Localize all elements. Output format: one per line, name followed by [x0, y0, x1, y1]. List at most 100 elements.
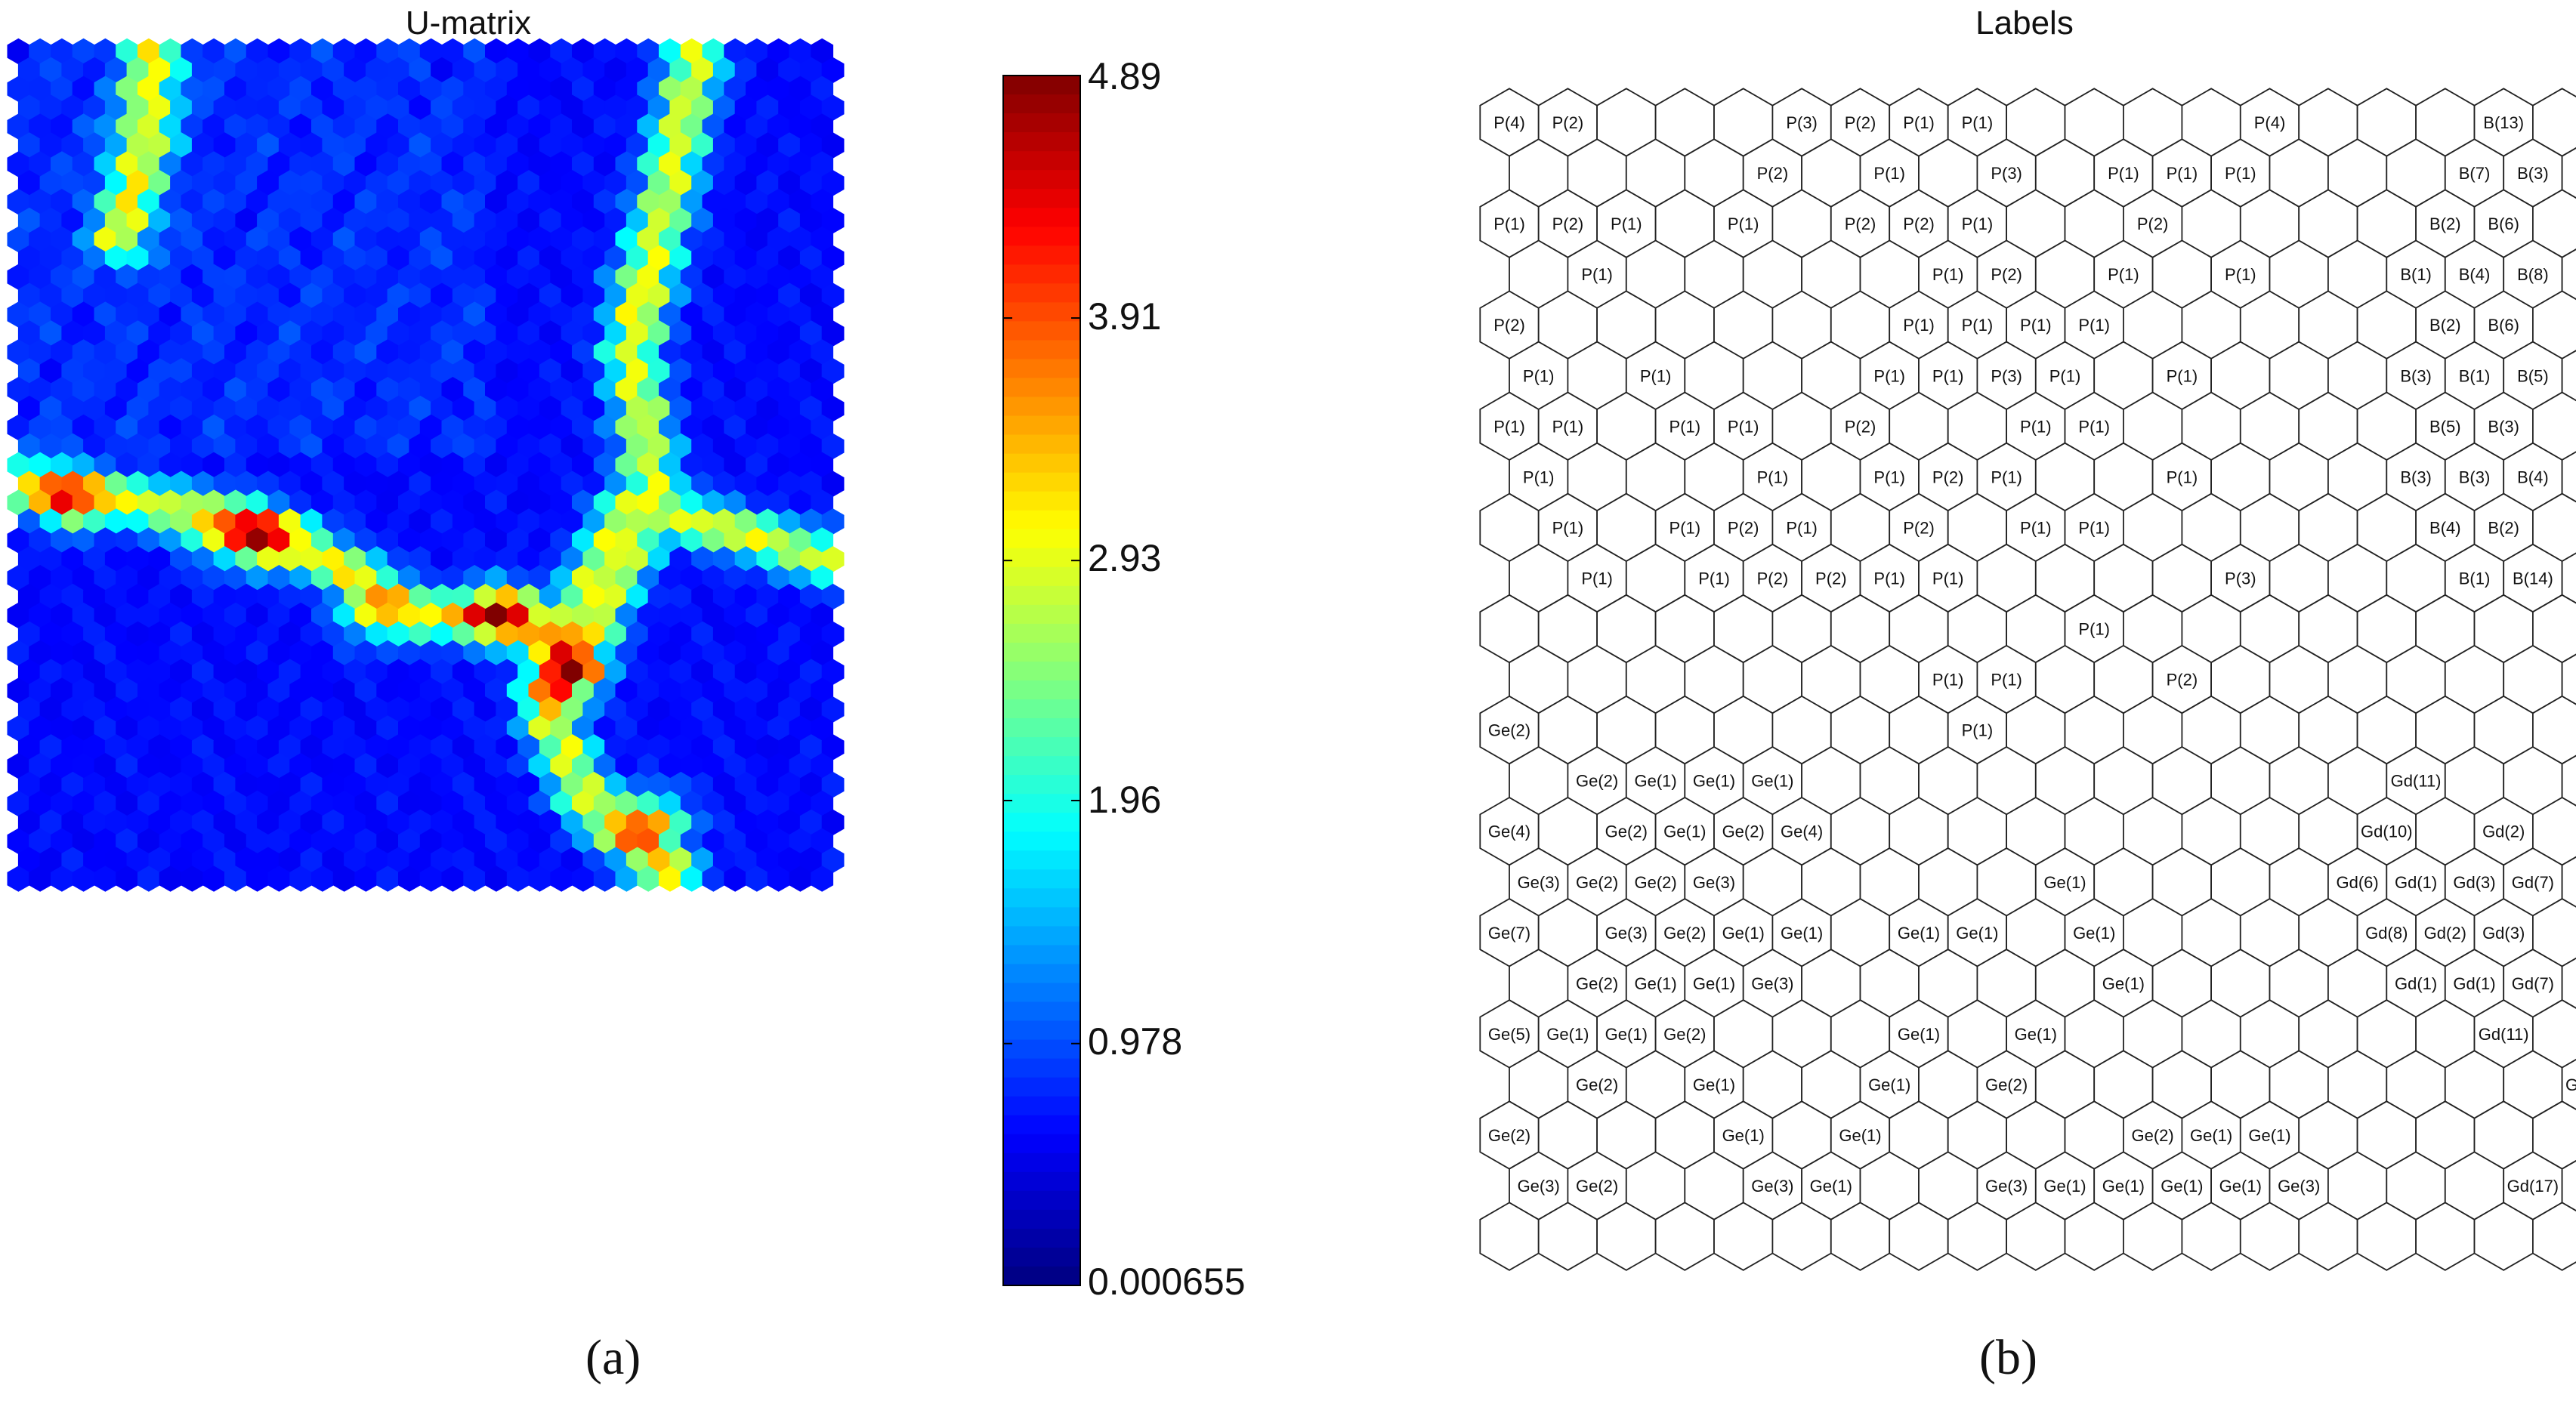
umatrix-cell: [496, 282, 519, 309]
umatrix-cell: [7, 38, 30, 65]
umatrix-cell: [659, 301, 681, 328]
umatrix-cell: [821, 508, 845, 535]
umatrix-cell: [811, 527, 834, 554]
umatrix-cell: [191, 471, 215, 497]
umatrix-cell: [170, 471, 193, 497]
umatrix-cell: [506, 527, 530, 554]
umatrix-cell: [398, 226, 421, 253]
umatrix-cell: [561, 282, 584, 309]
umatrix-cell: [289, 113, 312, 140]
umatrix-cell: [376, 339, 400, 366]
umatrix-cell: [506, 377, 530, 403]
umatrix-cell: [72, 339, 95, 366]
umatrix-cell: [39, 320, 63, 347]
umatrix-cell: [419, 414, 443, 441]
umatrix-cell: [213, 471, 236, 497]
umatrix-cell: [452, 57, 475, 84]
caption-a: (a): [585, 1330, 641, 1385]
umatrix-cell: [517, 395, 540, 422]
umatrix-cell: [311, 489, 334, 516]
umatrix-cell: [332, 452, 356, 478]
umatrix-cell: [746, 301, 768, 328]
umatrix-cell: [29, 151, 51, 177]
umatrix-cell: [517, 245, 540, 272]
umatrix-cell: [257, 282, 280, 309]
umatrix-cell: [17, 132, 41, 159]
umatrix-cell: [148, 546, 171, 572]
umatrix-cell: [94, 527, 117, 554]
umatrix-cell: [702, 151, 725, 177]
umatrix-cell: [278, 621, 301, 648]
umatrix-cell: [691, 94, 714, 121]
umatrix-cell: [615, 602, 638, 629]
umatrix-cell: [387, 433, 410, 460]
umatrix-cell: [322, 395, 345, 422]
umatrix-cell: [746, 113, 768, 140]
cell-label: Ge(1): [2102, 1177, 2145, 1196]
umatrix-cell: [72, 489, 95, 516]
umatrix-cell: [789, 76, 812, 102]
cell-label: P(1): [2049, 366, 2081, 385]
umatrix-cell: [625, 132, 649, 159]
umatrix-cell: [615, 113, 638, 140]
cell-label: Ge(5): [1488, 1025, 1530, 1044]
umatrix-cell: [506, 489, 530, 516]
cell-label: Ge(1): [1722, 1126, 1765, 1145]
umatrix-cell: [224, 151, 247, 177]
umatrix-cell: [539, 358, 562, 384]
umatrix-cell: [441, 452, 465, 478]
umatrix-cell: [344, 320, 366, 347]
umatrix-cell: [789, 489, 812, 516]
umatrix-cell: [191, 621, 215, 648]
umatrix-cell: [409, 320, 432, 347]
umatrix-cell: [659, 527, 681, 554]
umatrix-cell: [72, 301, 95, 328]
cell-label: P(2): [1845, 417, 1876, 436]
umatrix-cell: [724, 452, 747, 478]
umatrix-cell: [289, 452, 312, 478]
umatrix-cell: [39, 245, 63, 272]
umatrix-cell: [354, 414, 378, 441]
umatrix-cell: [83, 320, 106, 347]
umatrix-cell: [191, 207, 215, 234]
umatrix-cell: [647, 546, 671, 572]
umatrix-cell: [463, 339, 486, 366]
umatrix-cell: [799, 433, 823, 460]
umatrix-cell: [778, 132, 801, 159]
umatrix-cell: [756, 245, 780, 272]
umatrix-cell: [72, 414, 95, 441]
umatrix-cell: [289, 339, 312, 366]
cell-label: Gd(1): [2453, 974, 2495, 993]
umatrix-cell: [365, 245, 388, 272]
umatrix-cell: [213, 433, 236, 460]
cell-label: B(6): [2488, 316, 2519, 335]
umatrix-cell: [387, 358, 410, 384]
umatrix-cell: [398, 76, 421, 102]
umatrix-cell: [104, 395, 128, 422]
umatrix-cell: [539, 320, 562, 347]
cell-label: Gd(3): [2453, 873, 2495, 892]
umatrix-cell: [821, 132, 845, 159]
umatrix-cell: [235, 471, 258, 497]
umatrix-cell: [29, 527, 51, 554]
umatrix-cell: [181, 377, 204, 403]
umatrix-cell: [202, 565, 225, 591]
umatrix-cell: [137, 602, 160, 629]
umatrix-cell: [202, 339, 225, 366]
umatrix-cell: [441, 414, 465, 441]
umatrix-cell: [116, 565, 138, 591]
umatrix-cell: [691, 245, 714, 272]
umatrix-cell: [789, 339, 812, 366]
cell-label: B(7): [2459, 164, 2491, 183]
umatrix-cell: [311, 38, 334, 65]
umatrix-cell: [17, 207, 41, 234]
cell-label: Ge(1): [2219, 1177, 2262, 1196]
cell-label: P(1): [2078, 620, 2110, 639]
umatrix-cell: [17, 508, 41, 535]
cell-label: Ge(3): [2278, 1177, 2320, 1196]
umatrix-cell: [61, 207, 85, 234]
umatrix-cell: [170, 170, 193, 196]
umatrix-cell: [734, 170, 758, 196]
umatrix-cell: [561, 207, 584, 234]
umatrix-cell: [311, 301, 334, 328]
